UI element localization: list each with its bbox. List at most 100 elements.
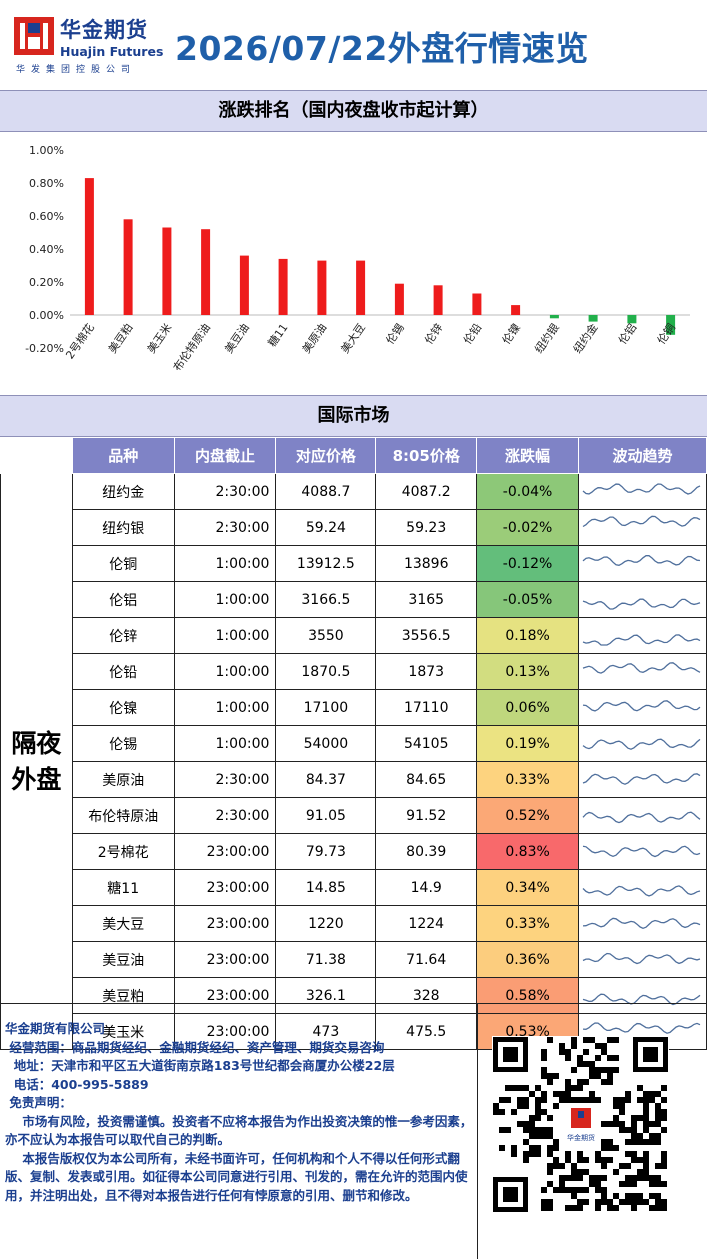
x-tick-label: 美大豆	[338, 321, 368, 356]
x-tick-label: 美豆油	[221, 321, 251, 356]
sparkline	[583, 634, 701, 646]
bar	[549, 315, 559, 319]
sparkline	[583, 555, 701, 566]
group-label: 隔夜 外盘	[0, 473, 73, 1050]
cell-change: 0.52%	[476, 797, 579, 834]
x-tick-label: 美豆粕	[105, 321, 135, 356]
x-tick-label: 伦铅	[460, 321, 484, 347]
header-cutoff: 内盘截止	[173, 437, 277, 474]
cell-trend	[577, 797, 707, 834]
sparkline	[583, 845, 701, 858]
company-address: 地址：天津市和平区五大道街南京路183号世纪都会商厦办公楼22层	[5, 1058, 395, 1073]
business-scope: 经营范围：商品期货经纪、金融期货经纪、资产管理、期货交易咨询	[5, 1039, 385, 1055]
cell-price: 59.23	[375, 509, 478, 546]
market-table: 品种 内盘截止 对应价格 8:05价格 涨跌幅 波动趋势 隔夜 外盘 纽约金 2:30…	[0, 437, 707, 1050]
bar	[84, 178, 94, 315]
cell-ref-price: 13912.5	[275, 545, 377, 582]
table-row: 美大豆 23:00:00 1220 1224 0.33%	[1, 905, 707, 942]
cell-ref-price: 71.38	[275, 941, 377, 978]
cell-trend	[577, 941, 707, 978]
x-tick-label: 伦铝	[615, 321, 639, 347]
table-row: 糖11 23:00:00 14.85 14.9 0.34%	[1, 869, 707, 906]
huajin-logo-icon	[14, 17, 54, 55]
cell-cutoff: 23:00:00	[173, 977, 277, 1014]
qr-caption: 华金期货	[567, 1133, 595, 1142]
bar	[666, 315, 676, 335]
sparkline	[583, 662, 701, 674]
cell-price: 54105	[375, 725, 478, 762]
cell-ref-price: 91.05	[275, 797, 377, 834]
cell-trend	[577, 761, 707, 798]
cell-price: 1873	[375, 653, 478, 690]
cell-change: -0.05%	[476, 581, 579, 618]
cell-change: -0.04%	[476, 473, 579, 510]
cell-trend	[577, 545, 707, 582]
cell-name: 伦锌	[71, 617, 175, 654]
y-tick-label: 0.20%	[29, 276, 64, 289]
x-tick-label: 糖11	[265, 321, 291, 350]
table-row: 美玉米 23:00:00 473 475.5 0.53%	[1, 1013, 707, 1050]
logo-subtitle: 华发集团控股公司	[16, 65, 137, 75]
cell-ref-price: 4088.7	[275, 473, 377, 510]
cell-trend	[577, 509, 707, 546]
qr-code-icon: 华金期货	[492, 1036, 669, 1213]
cell-cutoff: 2:30:00	[173, 473, 277, 510]
sparkline	[583, 993, 701, 1006]
cell-name: 2号棉花	[71, 833, 175, 870]
table-row: 伦铅 1:00:00 1870.5 1873 0.13%	[1, 653, 707, 690]
cell-price: 3165	[375, 581, 478, 618]
cell-trend	[577, 689, 707, 726]
cell-ref-price: 54000	[275, 725, 377, 762]
cell-name: 伦镍	[71, 689, 175, 726]
table-row: 隔夜 外盘 纽约金 2:30:00 4088.7 4087.2 -0.04%	[0, 473, 707, 1050]
group-label-line2: 外盘	[11, 764, 62, 794]
sparkline	[583, 515, 701, 528]
cell-cutoff: 1:00:00	[173, 725, 277, 762]
y-tick-label: 1.00%	[29, 144, 64, 157]
cell-name: 伦铅	[71, 653, 175, 690]
cell-price: 17110	[375, 689, 478, 726]
cell-price: 4087.2	[375, 473, 478, 510]
disclaimer-text-1: 市场有风险，投资需谨慎。投资者不应将本报告为作出投资决策的惟一参考因素，亦不应认…	[5, 1113, 473, 1148]
cell-cutoff: 1:00:00	[173, 545, 277, 582]
sparkline	[583, 700, 701, 712]
cell-change: 0.83%	[476, 833, 579, 870]
y-tick-label: 0.60%	[29, 210, 64, 223]
table-row: 2号棉花 23:00:00 79.73 80.39 0.83%	[1, 833, 707, 870]
table-row: 布伦特原油 2:30:00 91.05 91.52 0.52%	[1, 797, 707, 834]
x-tick-label: 布伦特原油	[170, 321, 213, 374]
table-row: 美原油 2:30:00 84.37 84.65 0.33%	[1, 761, 707, 798]
header-name: 品种	[71, 437, 175, 474]
sparkline	[583, 773, 701, 785]
cell-price: 14.9	[375, 869, 478, 906]
bar	[356, 260, 366, 315]
x-tick-label: 2号棉花	[62, 321, 96, 362]
x-tick-label: 纽约银	[531, 321, 561, 356]
y-tick-label: 0.00%	[29, 309, 64, 322]
cell-change: -0.12%	[476, 545, 579, 582]
cell-trend	[577, 581, 707, 618]
header: 华金期货 Huajin Futures 华发集团控股公司 2026/07/22外…	[0, 0, 707, 88]
sparkline	[583, 811, 701, 824]
x-tick-label: 伦镍	[499, 321, 523, 347]
cell-change: 0.58%	[476, 977, 579, 1014]
company-phone: 电话：400-995-5889	[5, 1076, 149, 1092]
cell-price: 328	[375, 977, 478, 1014]
cell-name: 纽约金	[71, 473, 175, 510]
cell-ref-price: 1220	[275, 905, 377, 942]
cell-name: 美豆油	[71, 941, 175, 978]
disclaimer-title: 免责声明：	[5, 1095, 72, 1110]
bar	[278, 258, 288, 315]
cell-change: 0.34%	[476, 869, 579, 906]
cell-trend	[577, 905, 707, 942]
header-spacer	[0, 437, 73, 474]
x-tick-label: 纽约金	[570, 321, 600, 356]
cell-ref-price: 3166.5	[275, 581, 377, 618]
cell-change: -0.02%	[476, 509, 579, 546]
logo-en: Huajin Futures	[60, 44, 164, 59]
bar	[317, 260, 327, 315]
group-label-line1: 隔夜	[11, 728, 62, 758]
cell-name: 布伦特原油	[71, 797, 175, 834]
ranking-bar-chart: 1.00% 0.80% 0.60% 0.40% 0.20% 0.00% -0.20% 2号棉花…	[25, 144, 690, 374]
cell-price: 1224	[375, 905, 478, 942]
